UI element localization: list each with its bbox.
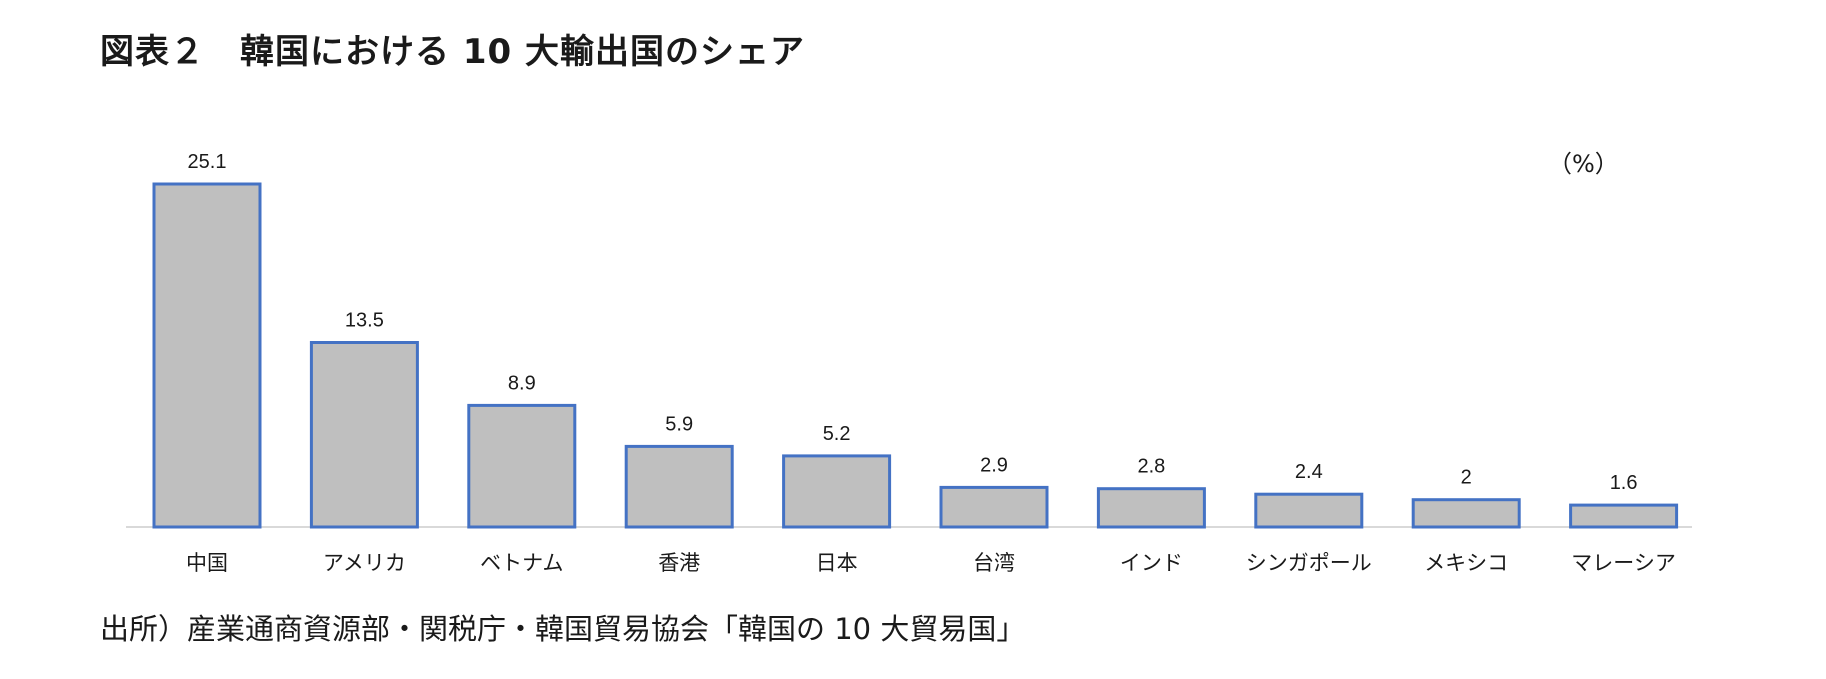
data-label-1: 13.5 <box>345 310 384 332</box>
data-label-6: 2.8 <box>1137 456 1165 478</box>
category-label-9: マレーシア <box>1571 551 1676 575</box>
bar-3 <box>624 444 734 529</box>
bar-2 <box>467 403 577 529</box>
unit-label: （%） <box>1548 150 1619 178</box>
category-label-1: アメリカ <box>323 551 406 575</box>
bar-9 <box>1569 503 1679 529</box>
bar-7 <box>1254 492 1364 529</box>
data-label-5: 2.9 <box>980 454 1008 476</box>
category-label-2: ベトナム <box>480 551 563 575</box>
category-label-5: 台湾 <box>973 551 1015 575</box>
bar-4 <box>782 454 892 529</box>
source-note: 出所）産業通商資源部・関税庁・韓国貿易協会「韓国の 10 大貿易国」 <box>100 612 1026 646</box>
bar-5 <box>939 485 1049 529</box>
data-label-7: 2.4 <box>1295 461 1323 483</box>
data-label-9: 1.6 <box>1610 472 1638 494</box>
data-label-3: 5.9 <box>665 413 693 435</box>
category-label-3: 香港 <box>658 551 700 575</box>
category-label-8: メキシコ <box>1424 551 1508 575</box>
category-label-6: インド <box>1120 551 1183 575</box>
bar-6 <box>1096 487 1206 529</box>
category-label-0: 中国 <box>186 551 228 575</box>
bar-1 <box>309 341 419 529</box>
data-label-0: 25.1 <box>188 151 227 173</box>
category-label-7: シンガポール <box>1246 551 1372 575</box>
category-label-4: 日本 <box>816 551 858 575</box>
bar-0 <box>152 182 262 529</box>
data-label-4: 5.2 <box>823 423 851 445</box>
data-label-2: 8.9 <box>508 372 536 394</box>
data-label-8: 2 <box>1461 467 1472 489</box>
chart-title: 図表２ 韓国における 10 大輸出国のシェア <box>100 32 805 72</box>
bar-chart: 25.1 中国 13.5 アメリカ 8.9 ベトナム 5.9 香港 5.2 日本 2.9 台湾 2.8 イ… <box>126 151 1692 575</box>
bar-8 <box>1411 498 1521 529</box>
